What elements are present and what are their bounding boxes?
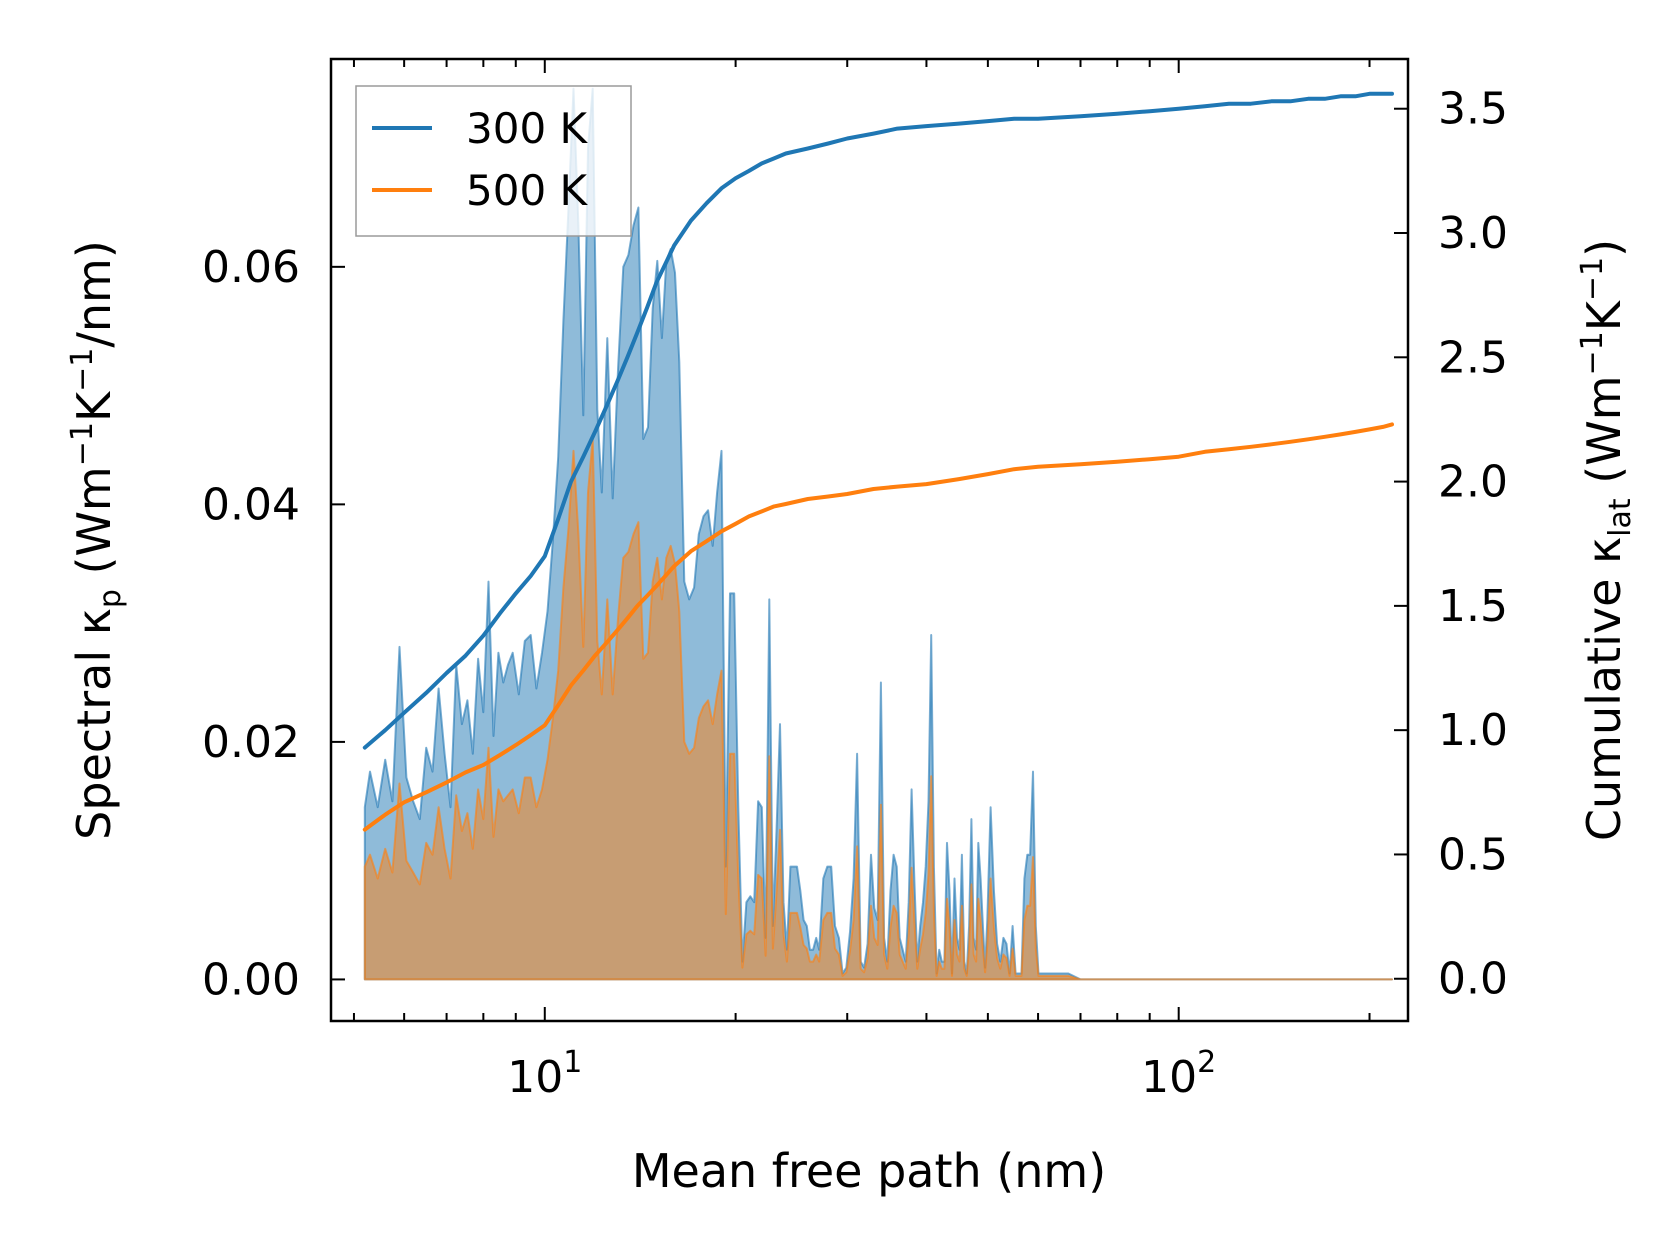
y-right-tick-label: 2.0 — [1438, 457, 1508, 508]
y-left-tick-label: 0.00 — [202, 954, 300, 1005]
spectral-fills — [363, 87, 1393, 981]
y-right-tick-label: 3.0 — [1438, 208, 1508, 259]
y-right-label-exp2: −1 — [1575, 257, 1610, 301]
y-left-label-exp2: −1 — [65, 348, 100, 392]
y-left-tick-label: 0.04 — [202, 479, 300, 530]
y-left-tick-label: 0.06 — [202, 242, 300, 293]
legend-label-300k: 300 K — [466, 104, 589, 153]
y-right-label-mid: K — [1577, 299, 1631, 331]
x-tick-label-exponent: 1 — [563, 1045, 582, 1080]
y-left-label-prefix: Spectral κ — [67, 608, 121, 840]
axis-ticks: 101 1020.000.020.040.060.00.51.01.52.02.5… — [202, 59, 1508, 1103]
y-right-label-exp1: −1 — [1575, 331, 1610, 375]
x-tick-label-exponent: 2 — [1197, 1045, 1216, 1080]
cumulative-lines — [362, 91, 1394, 832]
cumulative-line-500k — [362, 422, 1394, 832]
y-left-label-exp1: −1 — [65, 422, 100, 466]
legend-label-500k: 500 K — [466, 166, 589, 215]
x-tick-label-base: 10 — [507, 1052, 563, 1103]
x-tick-label: 102 — [1141, 1045, 1216, 1103]
y-right-tick-label: 0.0 — [1438, 954, 1508, 1005]
y-right-label-prefix: Cumulative κ — [1577, 537, 1631, 841]
legend-box — [355, 85, 632, 237]
y-axis-left-label: Spectral κp (Wm−1K−1/nm) — [65, 240, 128, 840]
y-left-label-mid: K — [67, 390, 121, 422]
cumulative-line-300k — [362, 91, 1394, 750]
y-right-tick-label: 1.0 — [1438, 705, 1508, 756]
y-axis-right-label: Cumulative κlat (Wm−1K−1) — [1575, 239, 1638, 841]
y-right-label-units-open: (Wm — [1577, 375, 1631, 498]
spectral-area-500k — [363, 438, 1393, 981]
legend: 300 K 500 K — [355, 85, 632, 237]
y-left-tick-label: 0.02 — [202, 717, 300, 768]
y-right-tick-label: 0.5 — [1438, 829, 1508, 880]
y-right-tick-label: 3.5 — [1438, 84, 1508, 135]
y-right-tick-label: 2.5 — [1438, 332, 1508, 383]
x-tick-label: 101 — [507, 1045, 582, 1103]
y-right-tick-label: 1.5 — [1438, 581, 1508, 632]
y-right-label-units-close: ) — [1577, 239, 1631, 257]
x-axis-label: Mean free path (nm) — [632, 1144, 1106, 1198]
plot-frame — [329, 57, 1410, 1023]
y-left-label-sub: p — [93, 589, 128, 608]
y-left-label-units-close: /nm) — [67, 240, 121, 347]
x-tick-label-base: 10 — [1141, 1052, 1197, 1103]
y-right-label-sub: lat — [1603, 498, 1638, 537]
y-left-label-units-open: (Wm — [67, 466, 121, 589]
